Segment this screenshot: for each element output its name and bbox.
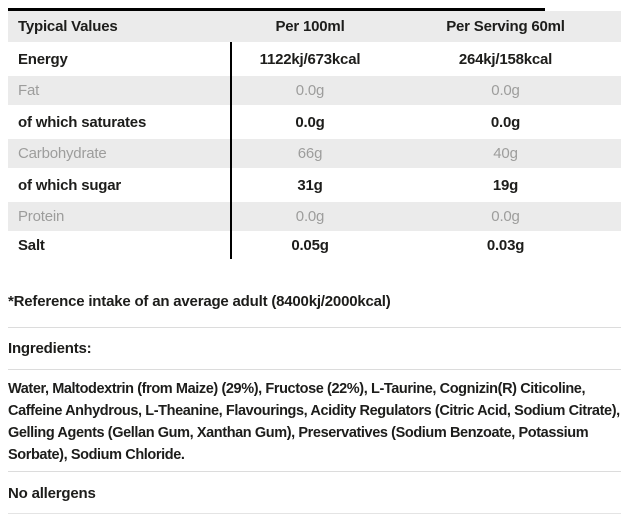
column-divider-line [230, 42, 232, 259]
per-serving-value: 264kj/158kcal [458, 50, 553, 68]
table-top-rule [8, 8, 545, 11]
nutrient-label: Carbohydrate [18, 145, 107, 162]
table-row-sugar: of which sugar 31g 19g [8, 168, 621, 202]
table-row-protein: Protein 0.0g 0.0g [8, 202, 621, 231]
per-100ml-value: 0.05g [291, 236, 329, 254]
header-per-100ml: Per 100ml [275, 18, 345, 35]
table-row-saturates: of which saturates 0.0g 0.0g [8, 105, 621, 139]
table-row-salt: Salt 0.05g 0.03g [8, 231, 621, 259]
section-divider [8, 369, 621, 370]
table-row-energy: Energy 1122kj/673kcal 264kj/158kcal [8, 42, 621, 76]
per-serving-value: 0.0g [491, 82, 520, 99]
header-per-serving: Per Serving 60ml [446, 18, 565, 35]
nutrition-table: Typical Values Per 100ml Per Serving 60m… [8, 11, 621, 259]
header-typical-values: Typical Values [18, 18, 118, 35]
per-100ml-value: 0.0g [295, 208, 325, 225]
section-divider [8, 471, 621, 472]
section-divider [8, 513, 621, 514]
nutrient-label: Energy [18, 50, 68, 68]
nutrient-label: Salt [18, 236, 45, 254]
allergens-note: No allergens [8, 485, 96, 502]
per-100ml-value: 0.0g [295, 113, 325, 131]
per-serving-value: 0.0g [490, 113, 521, 131]
per-serving-value: 0.03g [486, 236, 525, 254]
per-100ml-value: 1122kj/673kcal [259, 50, 361, 68]
table-row-fat: Fat 0.0g 0.0g [8, 76, 621, 105]
table-header-row: Typical Values Per 100ml Per Serving 60m… [8, 11, 621, 42]
per-serving-value: 19g [492, 176, 519, 194]
ingredients-text: Water, Maltodextrin (from Maize) (29%), … [8, 381, 620, 463]
per-100ml-value: 31g [297, 176, 323, 194]
nutrient-label: of which sugar [18, 176, 122, 194]
section-divider [8, 327, 621, 328]
per-100ml-value: 66g [297, 145, 323, 162]
reference-intake-note: *Reference intake of an average adult (8… [8, 293, 391, 310]
per-100ml-value: 0.0g [295, 82, 325, 99]
ingredients-heading: Ingredients: [8, 340, 92, 357]
per-serving-value: 40g [493, 145, 518, 162]
nutrient-label: Protein [18, 208, 65, 225]
per-serving-value: 0.0g [491, 208, 520, 225]
nutrient-label: of which saturates [18, 113, 147, 131]
nutrient-label: Fat [18, 82, 40, 99]
table-row-carbohydrate: Carbohydrate 66g 40g [8, 139, 621, 168]
